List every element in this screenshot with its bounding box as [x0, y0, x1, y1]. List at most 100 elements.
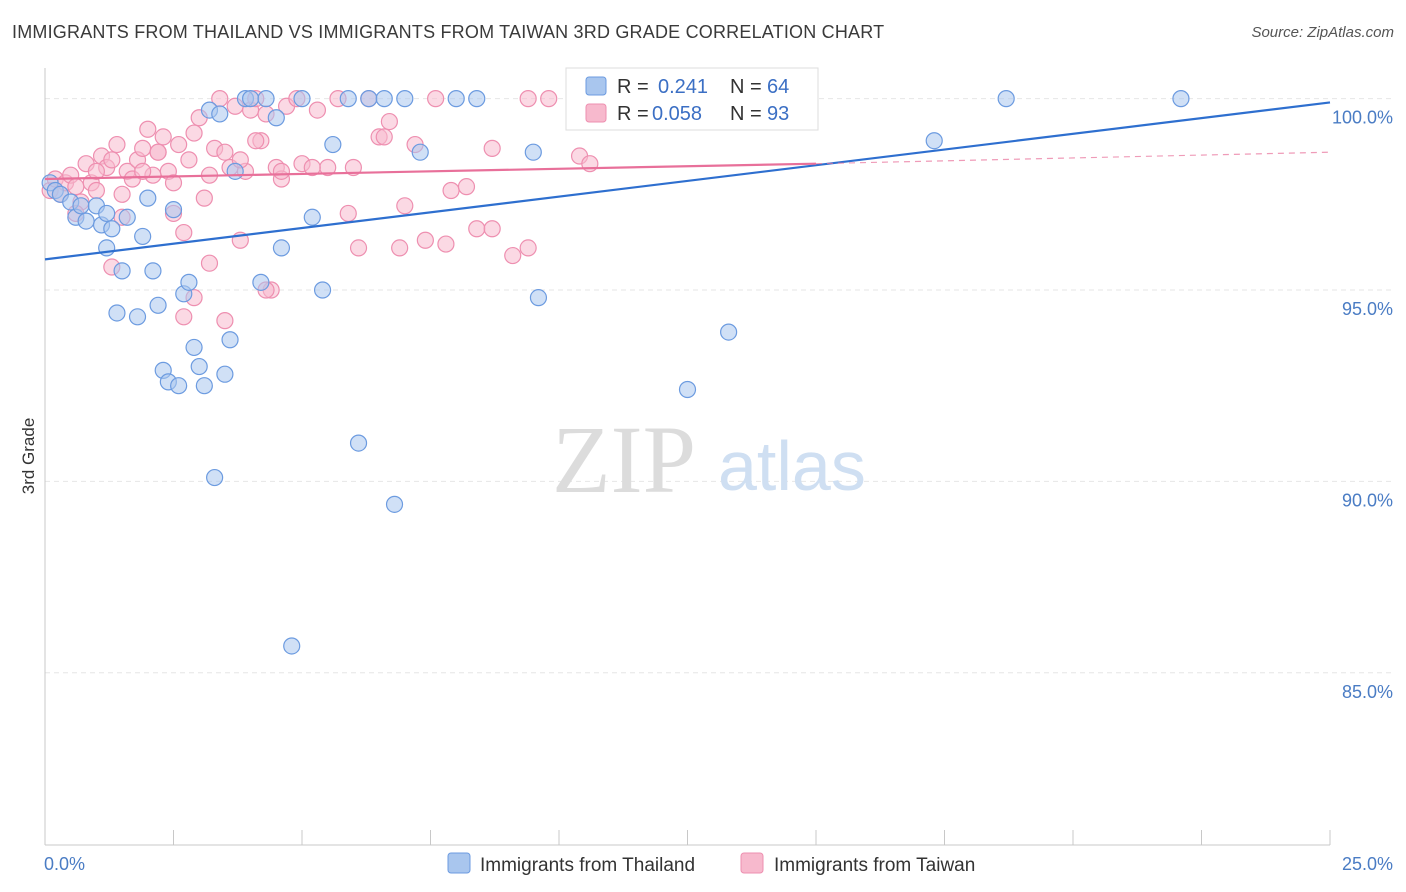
taiwan-point-68 [540, 90, 558, 108]
thailand-point-37 [257, 90, 275, 108]
y-tick-labels: 85.0% 90.0% 95.0% 100.0% [1332, 108, 1393, 702]
x-ticks [44, 830, 1331, 845]
thailand-trendline [44, 101, 1331, 261]
thailand-point-18 [149, 296, 167, 314]
thailand-point-29 [206, 468, 224, 487]
taiwan-point-27 [180, 151, 198, 169]
thailand-point-14 [128, 308, 147, 326]
taiwan-point-28 [185, 124, 203, 142]
thailand-point-58 [678, 380, 697, 399]
taiwan-point-83 [247, 132, 265, 150]
bottom-legend: Immigrants from Thailand Immigrants from… [447, 852, 975, 876]
thailand-point-53 [468, 90, 486, 108]
legend-r-label-taiwan: R = [617, 103, 649, 125]
thailand-point-25 [185, 338, 203, 357]
taiwan-point-26 [175, 223, 193, 242]
x-tick-label-max: 25.0% [1342, 854, 1393, 874]
taiwan-point-14 [113, 185, 131, 203]
grid-lines [45, 98, 1392, 674]
thailand-point-54 [524, 143, 542, 161]
thailand-point-48 [375, 90, 393, 108]
chart-title: IMMIGRANTS FROM THAILAND VS IMMIGRANTS F… [12, 22, 885, 42]
taiwan-point-65 [483, 220, 501, 238]
taiwan-trendline-extension [815, 151, 1331, 165]
trendlines [44, 101, 1331, 261]
y-tick-label-90: 90.0% [1342, 490, 1393, 510]
taiwan-point-5 [67, 178, 85, 196]
y-axis-title: 3rd Grade [19, 418, 38, 495]
taiwan-point-89 [437, 235, 455, 253]
taiwan-point-63 [457, 178, 476, 196]
legend-n-value-taiwan: 93 [767, 103, 789, 125]
thailand-point-24 [180, 273, 198, 291]
taiwan-point-75 [134, 162, 152, 180]
thailand-point-33 [226, 162, 244, 180]
thailand-point-31 [216, 365, 234, 383]
taiwan-point-67 [519, 239, 537, 257]
thailand-point-62 [1172, 90, 1190, 108]
thailand-point-52 [447, 90, 465, 108]
taiwan-point-78 [175, 308, 193, 326]
thailand-point-46 [349, 434, 368, 452]
bottom-legend-swatch-taiwan [740, 852, 764, 874]
y-tick-label-100: 100.0% [1332, 108, 1393, 128]
source-credit: Source: ZipAtlas.com [1251, 24, 1394, 41]
taiwan-point-12 [103, 151, 121, 169]
taiwan-point-64 [468, 220, 486, 238]
taiwan-point-30 [195, 189, 213, 207]
thailand-point-60 [925, 132, 943, 150]
taiwan-point-25 [170, 135, 188, 154]
thailand-point-5 [72, 197, 90, 215]
taiwan-point-24 [164, 174, 183, 192]
thailand-point-45 [339, 90, 357, 108]
legend-r-label-thailand: R = [617, 76, 649, 98]
taiwan-point-86 [303, 158, 321, 177]
taiwan-point-61 [427, 90, 445, 108]
thailand-point-39 [272, 239, 291, 257]
thailand-point-42 [303, 208, 321, 226]
bottom-legend-label-thailand: Immigrants from Thailand [480, 855, 695, 876]
thailand-point-44 [324, 135, 342, 154]
taiwan-point-13 [108, 135, 126, 154]
taiwan-point-9 [87, 181, 106, 200]
thailand-point-6 [77, 212, 95, 230]
taiwan-point-57 [391, 239, 409, 257]
taiwan-point-56 [380, 112, 398, 131]
taiwan-point-22 [154, 128, 172, 146]
thailand-point-21 [164, 201, 183, 219]
taiwan-point-90 [483, 139, 501, 157]
taiwan-point-60 [416, 231, 434, 249]
y-tick-label-95: 95.0% [1342, 299, 1393, 319]
taiwan-point-49 [308, 101, 327, 119]
thailand-point-35 [242, 90, 260, 108]
legend-n-label-thailand: N = [730, 76, 762, 98]
thailand-point-11 [108, 304, 126, 322]
taiwan-point-85 [272, 162, 291, 180]
legend-background [565, 67, 819, 131]
taiwan-point-58 [396, 197, 414, 215]
thailand-point-43 [313, 281, 332, 299]
thailand-point-13 [118, 208, 136, 226]
x-tick-label-min: 0.0% [44, 854, 85, 874]
thailand-point-26 [190, 357, 208, 376]
legend-r-value-taiwan: 0.058 [652, 103, 702, 125]
thailand-point-41 [293, 90, 311, 108]
legend-swatch-thailand [585, 76, 607, 96]
thailand-point-32 [221, 331, 239, 349]
legend-n-value-thailand: 64 [767, 76, 789, 98]
thailand-point-38 [267, 109, 285, 127]
taiwan-point-31 [200, 254, 219, 272]
thailand-point-40 [283, 637, 301, 655]
legend-n-label-taiwan: N = [730, 103, 762, 125]
taiwan-point-62 [442, 181, 460, 200]
thailand-point-22 [170, 377, 188, 395]
watermark-atlas: atlas [718, 427, 866, 505]
taiwan-point-72 [87, 162, 106, 180]
legend-r-value-thailand: 0.241 [658, 76, 708, 98]
thailand-point-49 [385, 495, 404, 513]
taiwan-point-53 [349, 239, 368, 257]
thailand-point-30 [211, 105, 229, 123]
thailand-point-61 [997, 90, 1015, 108]
taiwan-point-34 [216, 143, 234, 161]
